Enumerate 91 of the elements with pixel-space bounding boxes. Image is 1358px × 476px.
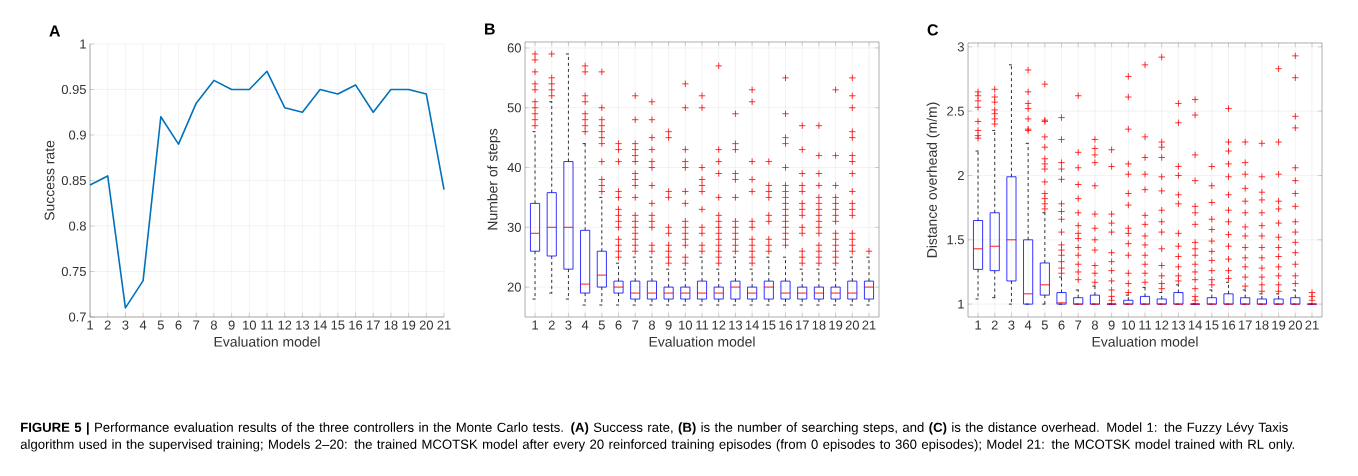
x-tick-label: 4 — [139, 320, 147, 330]
text: FIGURE 5 | Performance evaluation results of the three controllers in the Monte Carlo tests. (A) Success rate, (B) is the number of searching steps, and (C) is the distance overhead. Model 1: the Fuzzy Lévy Taxis algorithm used in the supervised training; Models 2–20: the trained MCOTSK model after every 20 reinforced training episodes (from 0 episodes to 360 episodes); Model 21: the MCOTSK model trained with RL only. — [20, 422, 1295, 452]
x-tick-label: 17 — [795, 320, 809, 330]
x-axis-title: Evaluation model — [649, 336, 755, 347]
x-tick-label: 13 — [296, 320, 310, 330]
x-tick-label: 7 — [193, 320, 200, 330]
x-axis-title: Evaluation model — [1092, 336, 1198, 347]
x-tick-label: 15 — [1205, 320, 1219, 330]
y-tick-label: 2 — [957, 170, 964, 180]
x-tick-label: 15 — [762, 320, 776, 330]
x-tick-label: 2 — [548, 320, 555, 330]
y-tick-label: 0.95 — [61, 84, 86, 95]
x-tick-label: 13 — [729, 320, 743, 330]
x-tick-label: 11 — [1139, 320, 1152, 330]
x-tick-label: 16 — [779, 320, 793, 330]
x-tick-label: 2 — [991, 320, 998, 330]
y-tick-label: 0.85 — [61, 175, 86, 186]
x-tick-label: 21 — [437, 320, 451, 330]
x-tick-label: 1 — [532, 320, 539, 330]
chart-title: C — [927, 24, 939, 36]
y-tick-label: 1 — [80, 39, 86, 49]
x-tick-label: 12 — [278, 320, 292, 330]
x-tick-label: 5 — [598, 320, 605, 330]
x-tick-label: 16 — [349, 320, 363, 330]
chart-title: A — [49, 25, 61, 37]
x-tick-label: 20 — [419, 320, 434, 330]
x-tick-label: 14 — [313, 320, 327, 330]
x-axis-title: Evaluation model — [214, 336, 320, 347]
x-tick-label: 5 — [157, 320, 164, 330]
x-tick-label: 10 — [1122, 320, 1136, 330]
x-tick-label: 5 — [1041, 320, 1048, 330]
chart-title: B — [485, 23, 495, 35]
y-tick-label: 0.75 — [61, 266, 86, 277]
y-tick-label: 40 — [507, 162, 521, 173]
x-tick-label: 11 — [696, 320, 709, 330]
x-tick-label: 9 — [1108, 320, 1115, 330]
x-tick-label: 3 — [122, 320, 129, 330]
y-tick-label: 1 — [958, 299, 964, 309]
x-tick-label: 6 — [1058, 320, 1065, 330]
x-tick-label: 6 — [175, 320, 182, 330]
x-tick-label: 15 — [331, 320, 345, 330]
x-tick-label: 8 — [1091, 320, 1098, 330]
y-tick-label: 0.8 — [68, 221, 86, 231]
y-axis-title: Success rate — [44, 140, 55, 221]
y-axis-title: Distance overhead (m/m) — [926, 102, 940, 258]
x-tick-label: 1 — [87, 320, 93, 330]
y-tick-label: 0.9 — [68, 130, 86, 140]
x-tick-label: 11 — [261, 320, 274, 330]
x-tick-label: 3 — [1008, 320, 1015, 330]
x-tick-label: 6 — [615, 320, 622, 330]
x-tick-label: 14 — [1188, 320, 1202, 330]
x-tick-label: 16 — [1222, 320, 1236, 330]
x-tick-label: 8 — [648, 320, 655, 330]
x-tick-label: 7 — [1075, 320, 1082, 330]
y-tick-label: 3 — [957, 42, 964, 52]
y-tick-label: 30 — [507, 222, 521, 232]
x-tick-label: 10 — [679, 320, 693, 330]
x-tick-label: 19 — [829, 320, 843, 330]
x-tick-label: 12 — [712, 320, 726, 330]
y-tick-label: 60 — [507, 43, 521, 53]
x-tick-label: 21 — [862, 320, 876, 330]
x-tick-label: 4 — [581, 320, 589, 330]
x-tick-label: 3 — [565, 320, 572, 330]
x-tick-label: 4 — [1024, 320, 1032, 330]
x-tick-label: 1 — [975, 320, 982, 330]
x-tick-label: 21 — [1305, 320, 1319, 330]
x-tick-label: 20 — [1288, 320, 1302, 330]
x-tick-label: 9 — [228, 320, 235, 330]
x-tick-label: 17 — [1238, 320, 1252, 330]
x-tick-label: 18 — [384, 320, 398, 330]
x-tick-label: 19 — [402, 320, 416, 330]
x-tick-label: 18 — [1255, 320, 1269, 330]
x-tick-label: 17 — [367, 320, 380, 330]
x-tick-label: 10 — [243, 320, 257, 330]
x-tick-label: 20 — [845, 320, 859, 330]
y-tick-label: 50 — [507, 103, 521, 113]
x-tick-label: 14 — [745, 320, 759, 330]
y-tick-label: 20 — [507, 282, 521, 292]
x-tick-label: 18 — [812, 320, 826, 330]
x-tick-label: 13 — [1172, 320, 1186, 330]
x-tick-label: 19 — [1272, 320, 1286, 330]
x-tick-label: 2 — [104, 320, 111, 330]
y-tick-label: 1.5 — [947, 235, 964, 245]
x-tick-label: 9 — [665, 320, 672, 330]
y-tick-label: 0.7 — [68, 312, 86, 322]
x-tick-label: 8 — [210, 320, 217, 330]
line-series — [89, 70, 445, 309]
x-tick-label: 12 — [1155, 320, 1169, 330]
y-tick-label: 2.5 — [947, 106, 964, 116]
y-axis-title: Number of steps — [487, 128, 501, 230]
x-tick-label: 7 — [632, 320, 639, 330]
